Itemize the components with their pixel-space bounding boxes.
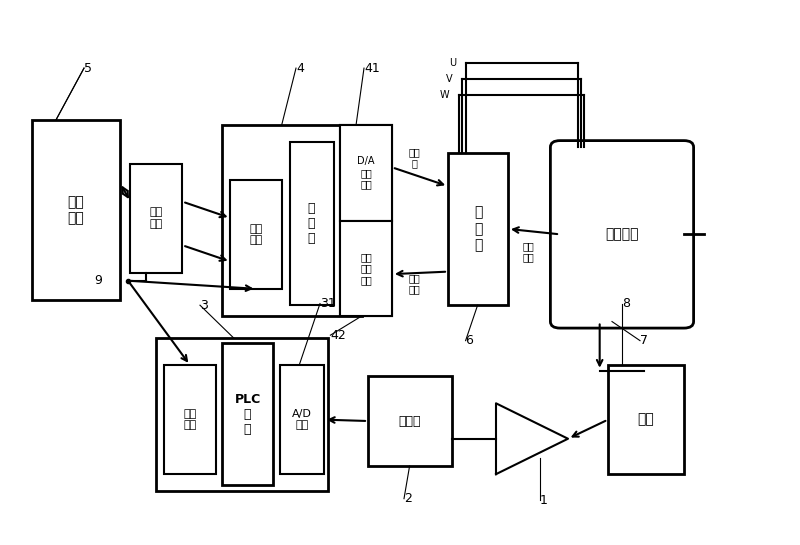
Text: 总线
接口: 总线 接口 bbox=[183, 409, 197, 431]
Bar bbox=[340, 125, 392, 221]
Bar bbox=[340, 125, 392, 316]
Bar bbox=[32, 120, 120, 300]
Text: 42: 42 bbox=[330, 329, 346, 342]
Text: 31: 31 bbox=[320, 297, 336, 310]
Text: 8: 8 bbox=[622, 297, 630, 310]
Bar bbox=[230, 180, 282, 289]
Text: 位置
反馈
模块: 位置 反馈 模块 bbox=[360, 252, 372, 285]
Text: PLC
模
块: PLC 模 块 bbox=[234, 393, 261, 435]
Text: 6: 6 bbox=[466, 334, 474, 347]
Bar bbox=[290, 142, 334, 305]
Text: 41: 41 bbox=[364, 62, 380, 75]
Bar bbox=[340, 221, 392, 316]
Bar bbox=[222, 125, 362, 316]
Text: D/A
转换
模块: D/A 转换 模块 bbox=[358, 156, 374, 190]
Bar bbox=[608, 365, 684, 474]
Text: 伺服电机: 伺服电机 bbox=[606, 227, 638, 241]
Text: W: W bbox=[440, 90, 450, 100]
Bar bbox=[222, 343, 273, 485]
Text: 驱
动
器: 驱 动 器 bbox=[474, 205, 482, 252]
Bar bbox=[280, 365, 324, 474]
Text: 编码
反馈: 编码 反馈 bbox=[522, 241, 534, 263]
Polygon shape bbox=[496, 403, 568, 474]
Bar bbox=[164, 365, 216, 474]
Text: 总线
接口: 总线 接口 bbox=[150, 207, 163, 229]
Text: 位置
反馈: 位置 反馈 bbox=[409, 273, 420, 294]
Text: U: U bbox=[449, 58, 456, 68]
Bar bbox=[130, 164, 182, 272]
Text: 变送器: 变送器 bbox=[398, 415, 422, 427]
Text: 9: 9 bbox=[94, 274, 102, 287]
FancyBboxPatch shape bbox=[550, 141, 694, 328]
Text: 机床: 机床 bbox=[638, 413, 654, 427]
Text: 1: 1 bbox=[540, 494, 548, 507]
Text: 数控
单元: 数控 单元 bbox=[68, 195, 84, 225]
Text: 总线
接口: 总线 接口 bbox=[250, 223, 263, 245]
Text: 7: 7 bbox=[640, 334, 648, 347]
Bar bbox=[156, 338, 328, 490]
Text: 2: 2 bbox=[404, 492, 412, 505]
Text: A/D
接口: A/D 接口 bbox=[292, 409, 312, 431]
Text: V: V bbox=[446, 74, 453, 84]
Text: 模拟
量: 模拟 量 bbox=[409, 147, 420, 168]
Bar bbox=[368, 376, 452, 466]
Text: 轴
模
块: 轴 模 块 bbox=[308, 202, 315, 245]
Text: 4: 4 bbox=[296, 62, 304, 75]
Bar bbox=[448, 153, 508, 305]
Text: 5: 5 bbox=[84, 62, 92, 75]
Text: 3: 3 bbox=[200, 299, 208, 312]
